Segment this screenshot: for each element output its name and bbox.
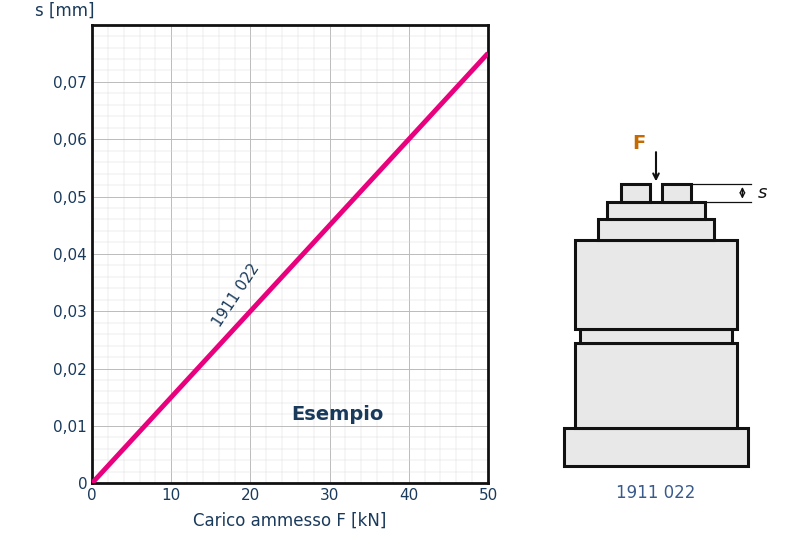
Text: s [mm]: s [mm]	[34, 2, 94, 20]
Text: F: F	[632, 134, 646, 153]
Bar	[598, 219, 714, 240]
Text: 1911 022: 1911 022	[210, 262, 262, 330]
Bar	[564, 428, 748, 466]
Text: Esempio: Esempio	[291, 405, 384, 424]
Bar	[575, 342, 737, 428]
Text: s: s	[758, 184, 768, 202]
Bar	[662, 184, 690, 201]
Bar	[580, 329, 732, 342]
Text: 1911 022: 1911 022	[616, 484, 696, 502]
Bar	[607, 201, 705, 219]
Bar	[622, 184, 650, 201]
X-axis label: Carico ammesso F [kN]: Carico ammesso F [kN]	[194, 512, 386, 530]
Bar	[575, 240, 737, 329]
